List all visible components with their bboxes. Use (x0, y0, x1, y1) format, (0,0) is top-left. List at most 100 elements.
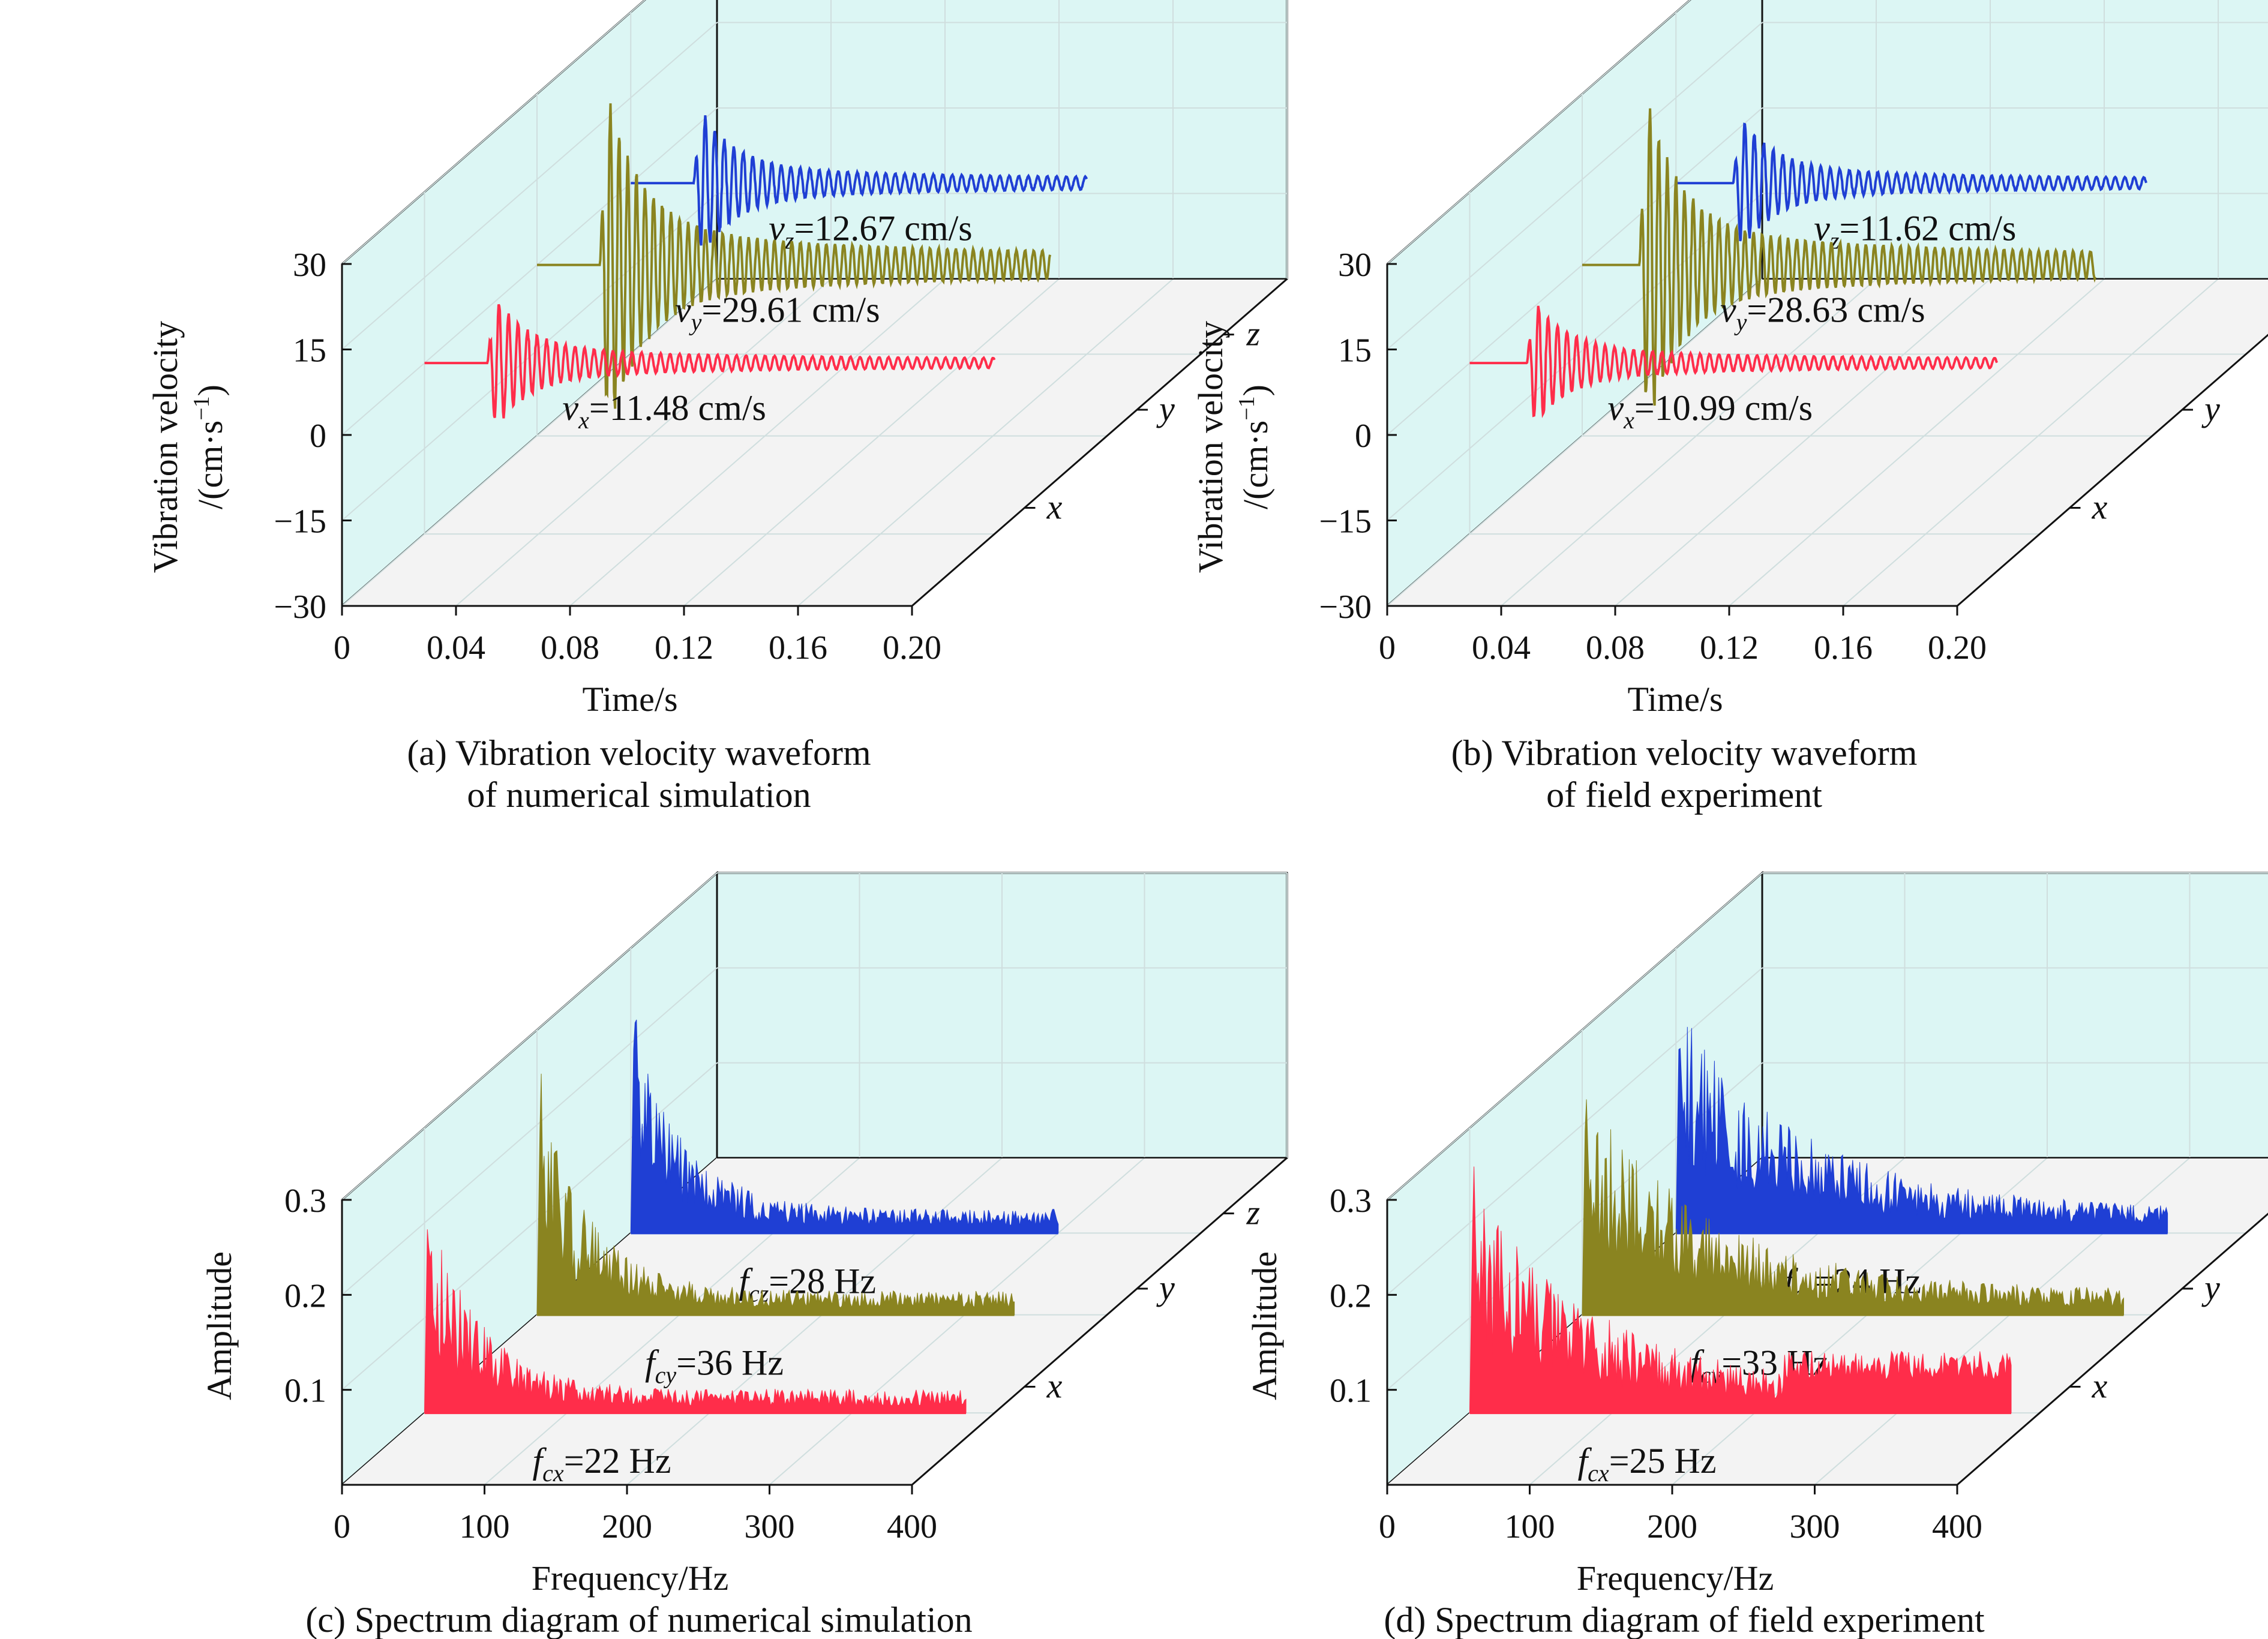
side-gridline (341, 22, 718, 350)
y-axis-title: Vibration velocity (1191, 321, 1230, 573)
peak-annotation-z: vz=12.67 cm/s (769, 208, 972, 254)
back-wall (1761, 872, 2268, 1159)
y-tick-label: −15 (274, 503, 326, 541)
x-axis-title: Time/s (1627, 680, 1723, 719)
panel-c: 0 100 200 300 400 0.3 0.2 0.1 x y z Frequency/Hz Amp… (200, 870, 1288, 1639)
depth-label-z: z (1246, 1193, 1260, 1232)
x-axis-title: Frequency/Hz (1577, 1559, 1774, 1598)
y-axis-title: Vibration velocity (146, 321, 185, 573)
depth-axis-line (1957, 1212, 2268, 1486)
series-y-waveform (1582, 108, 2096, 406)
panel-d: 0 100 200 300 400 0.3 0.2 0.1 x y z Frequency/Hz Amp… (1245, 870, 2268, 1639)
caption: (d) Spectrum diagram of field experiment (1384, 1600, 1985, 1639)
y-tick-label: 0 (310, 418, 326, 455)
side-gridline (341, 967, 718, 1296)
x-tick-label: 400 (1932, 1508, 1982, 1545)
peak-annotation-y: fcy=36 Hz (645, 1343, 784, 1389)
depth-label-x: x (2092, 1367, 2108, 1406)
x-axis-title: Time/s (582, 680, 677, 719)
y-tick-label: −15 (1319, 503, 1372, 541)
peak-annotation-x: vx=10.99 cm/s (1608, 388, 1813, 434)
y-axis-unit-main: /(cm·s (1236, 421, 1275, 509)
floor-gridline (626, 1157, 1003, 1485)
y-tick-label: 0.2 (284, 1277, 326, 1314)
caption-line1: (b) Vibration velocity waveform (1451, 733, 1918, 773)
y-tick-label: 0.1 (284, 1373, 326, 1410)
depth-label-x: x (1046, 1367, 1063, 1406)
y-tick-label: 30 (1338, 247, 1372, 284)
y-axis-unit-main: /(cm·s (191, 421, 230, 509)
side-gridline (1387, 107, 1763, 436)
x-tick-label: 300 (1790, 1508, 1840, 1545)
x-tick-label: 0.16 (1814, 629, 1873, 667)
x-tick-label: 0.12 (1700, 629, 1759, 667)
depth-label-x: x (1046, 488, 1063, 527)
y-tick-label: 15 (293, 332, 326, 370)
annotation-sub: cx (1588, 1460, 1609, 1487)
y-tick-label: 0.3 (1330, 1182, 1372, 1220)
depth-label-y: y (1156, 389, 1175, 428)
y-tick-label: 0 (1355, 418, 1372, 455)
caption-line2: of numerical simulation (467, 775, 811, 815)
x-tick-label: 0.04 (427, 629, 485, 667)
annotation-value: =25 Hz (1609, 1441, 1717, 1481)
annotation-value: =10.99 cm/s (1634, 388, 1813, 428)
y-tick-label: 0.1 (1330, 1373, 1372, 1410)
floor-gridline (484, 1157, 860, 1485)
y-tick-label: 30 (293, 247, 326, 284)
x-tick-label: 0 (334, 629, 350, 667)
y-axis-unit-close: ) (191, 385, 230, 396)
y-axis-title-line1: Vibration velocity (146, 321, 185, 573)
series-z-waveform (631, 115, 1088, 246)
series-z-spectrum (1675, 1026, 2168, 1233)
depth-axis-line (911, 278, 1288, 607)
peak-annotation-x: fcx=25 Hz (1578, 1441, 1717, 1487)
depth-label-y: y (2201, 389, 2220, 428)
annotation-sub: cx (542, 1460, 564, 1487)
side-gridline (1387, 967, 1763, 1296)
floor-gridline (1843, 278, 2219, 607)
series-x-spectrum (1469, 1166, 2012, 1413)
floor-gridline (769, 1157, 1145, 1485)
x-tick-label: 0.08 (1586, 629, 1645, 667)
annotation-sub: y (689, 309, 702, 336)
series-z-waveform (1676, 122, 2147, 242)
peak-annotation-x: vx=11.48 cm/s (563, 388, 766, 434)
floor-gridline (797, 278, 1174, 607)
x-tick-label: 0.20 (1928, 629, 1987, 667)
annotation-var: v (1608, 388, 1624, 428)
x-tick-label: 100 (460, 1508, 510, 1545)
floor-plane (1387, 279, 2268, 606)
y-axis-unit-sup: −1 (1234, 396, 1259, 420)
side-gridline (341, 278, 718, 607)
side-gridline (341, 107, 718, 436)
annotation-var: v (675, 290, 691, 330)
annotation-value: =12.67 cm/s (794, 208, 972, 248)
x-tick-label: 300 (745, 1508, 795, 1545)
annotation-var: v (1720, 290, 1736, 330)
y-axis-unit: /(cm·s−1) (189, 385, 230, 509)
y-tick-label: 0.3 (284, 1182, 326, 1220)
annotation-sub: cy (655, 1362, 677, 1389)
depth-label-y: y (1156, 1268, 1175, 1307)
depth-label-x: x (2092, 488, 2108, 527)
caption-line2: of field experiment (1546, 775, 1822, 815)
floor-gridline (1615, 278, 1991, 607)
annotation-var: v (1814, 208, 1830, 248)
annotation-value: =11.62 cm/s (1839, 208, 2016, 248)
floor-gridline (683, 278, 1060, 607)
side-gridline (341, 1062, 718, 1391)
y-axis-unit-sup: −1 (189, 396, 214, 420)
x-tick-label: 0 (1379, 629, 1396, 667)
depth-label-y: y (2201, 1268, 2220, 1307)
y-axis-title: Amplitude (200, 1251, 239, 1400)
floor-plane (342, 279, 1287, 606)
annotation-value: =11.48 cm/s (589, 388, 766, 428)
x-tick-label: 200 (602, 1508, 652, 1545)
floor-gridline (455, 278, 832, 607)
peak-annotation-x: fcx=22 Hz (533, 1441, 671, 1487)
x-tick-label: 0.20 (883, 629, 941, 667)
depth-axis-line (911, 1157, 1288, 1486)
series-y-spectrum (536, 1073, 1015, 1316)
